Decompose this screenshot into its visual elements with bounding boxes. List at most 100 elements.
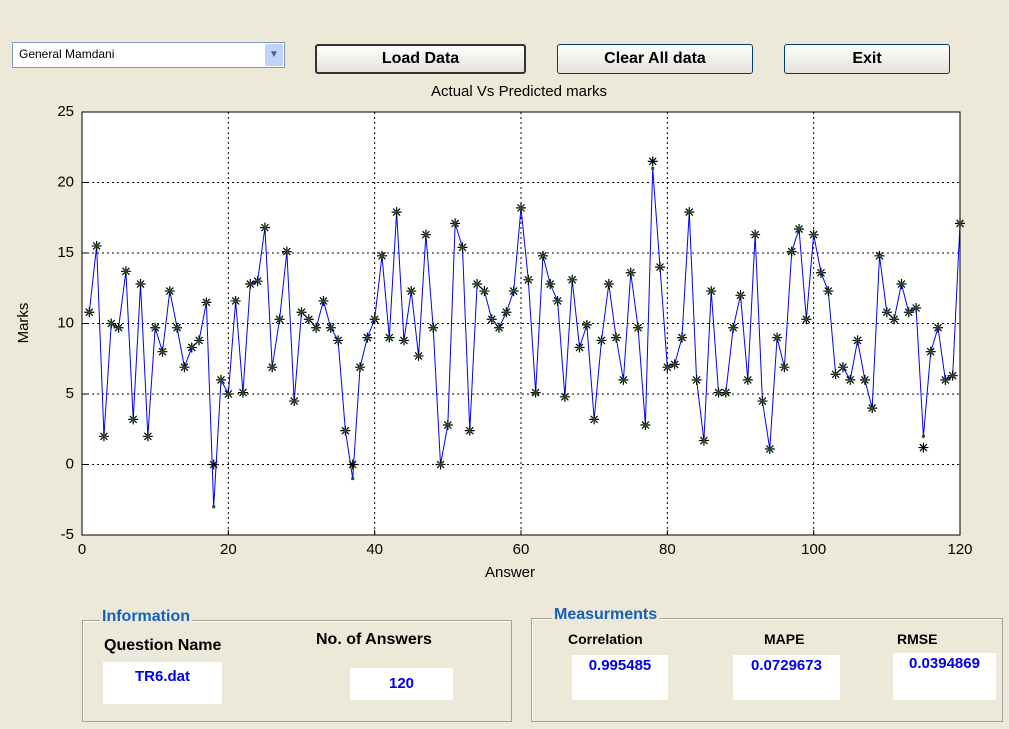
predicted-marker (182, 365, 186, 369)
predicted-marker (943, 378, 947, 382)
predicted-marker (673, 362, 677, 366)
predicted-marker (870, 406, 874, 410)
x-tick-label: 40 (366, 541, 383, 558)
predicted-marker (351, 477, 355, 481)
predicted-marker (687, 210, 691, 214)
predicted-marker (578, 345, 582, 349)
predicted-marker (534, 391, 538, 395)
measurements-panel (531, 618, 1003, 722)
predicted-marker (234, 299, 238, 303)
predicted-marker (329, 326, 333, 330)
predicted-marker (936, 326, 940, 330)
predicted-marker (460, 245, 464, 249)
predicted-marker (241, 391, 245, 395)
y-axis-label: Marks (15, 303, 32, 344)
predicted-marker (775, 336, 779, 340)
predicted-marker (256, 279, 260, 283)
predicted-marker (921, 434, 925, 438)
predicted-marker (760, 399, 764, 403)
predicted-marker (885, 310, 889, 314)
rmse-label: RMSE (897, 631, 938, 647)
dropdown[interactable]: General Mamdani ▼ (12, 42, 285, 68)
predicted-marker (753, 233, 757, 237)
predicted-marker (702, 439, 706, 443)
x-tick-label: 0 (78, 541, 86, 558)
predicted-marker (95, 244, 99, 248)
rmse-value: 0.0394869 (893, 653, 996, 700)
predicted-marker (482, 289, 486, 293)
predicted-marker (834, 372, 838, 376)
actual-marker (918, 442, 929, 453)
y-tick-label: 20 (57, 173, 74, 190)
predicted-marker (395, 210, 399, 214)
question-label: Question Name (104, 637, 222, 654)
predicted-marker (497, 326, 501, 330)
predicted-marker (782, 365, 786, 369)
predicted-marker (409, 289, 413, 293)
predicted-marker (336, 338, 340, 342)
predicted-marker (790, 250, 794, 254)
predicted-marker (439, 463, 443, 466)
predicted-marker (614, 336, 618, 340)
mape-value: 0.0729673 (733, 655, 840, 700)
predicted-marker (739, 293, 742, 297)
predicted-marker (300, 310, 303, 314)
question-value: TR6.dat (103, 662, 222, 704)
predicted-marker (695, 378, 699, 382)
predicted-marker (592, 417, 596, 421)
predicted-marker (526, 278, 530, 282)
predicted-marker (658, 265, 662, 269)
correlation-label: Correlation (568, 631, 643, 647)
predicted-marker (307, 317, 311, 321)
predicted-marker (724, 391, 728, 395)
predicted-marker (519, 206, 523, 210)
predicted-marker (643, 423, 647, 427)
predicted-marker (175, 326, 179, 330)
predicted-marker (826, 289, 830, 293)
predicted-marker (878, 254, 882, 258)
predicted-marker (402, 338, 406, 342)
actual-marker (347, 459, 358, 470)
predicted-marker (599, 338, 603, 342)
chart-title: Actual Vs Predicted marks (431, 83, 607, 100)
predicted-marker (270, 365, 274, 369)
predicted-marker (431, 326, 435, 330)
chart: Actual Vs Predicted marks Answer Marks 0… (15, 83, 973, 581)
predicted-marker (102, 434, 106, 438)
load-button[interactable]: Load Data (315, 44, 526, 74)
y-tick-label: 15 (57, 244, 74, 261)
y-tick-label: 5 (66, 385, 74, 402)
predicted-marker (212, 505, 216, 509)
predicted-marker (797, 227, 801, 231)
predicted-marker (248, 282, 252, 286)
predicted-line (88, 168, 961, 507)
answers-label: No. of Answers (316, 631, 432, 648)
dropdown-text: General Mamdani (19, 47, 115, 61)
clear-button[interactable]: Clear All data (557, 44, 753, 74)
predicted-marker (731, 326, 735, 330)
measurements-title: Measurments (552, 606, 660, 624)
y-tick-label: 0 (66, 455, 74, 472)
x-tick-label: 100 (801, 541, 826, 558)
predicted-marker (563, 395, 567, 399)
predicted-marker (914, 306, 918, 310)
predicted-marker (446, 423, 450, 427)
predicted-marker (424, 233, 428, 237)
predicted-marker (585, 323, 589, 327)
predicted-marker (278, 317, 282, 321)
x-tick-label: 20 (220, 541, 237, 558)
predicted-marker (541, 254, 545, 258)
predicted-marker (490, 317, 494, 321)
predicted-marker (863, 378, 867, 382)
predicted-marker (512, 289, 516, 293)
dropdown-arrow[interactable]: ▼ (265, 44, 283, 66)
predicted-marker (856, 338, 860, 342)
predicted-marker (343, 429, 347, 433)
exit-button[interactable]: Exit (784, 44, 950, 74)
predicted-marker (929, 350, 933, 354)
predicted-marker (87, 310, 91, 314)
predicted-marker (321, 299, 325, 303)
answers-value: 120 (350, 668, 453, 700)
predicted-marker (365, 336, 369, 340)
predicted-marker (285, 250, 289, 254)
